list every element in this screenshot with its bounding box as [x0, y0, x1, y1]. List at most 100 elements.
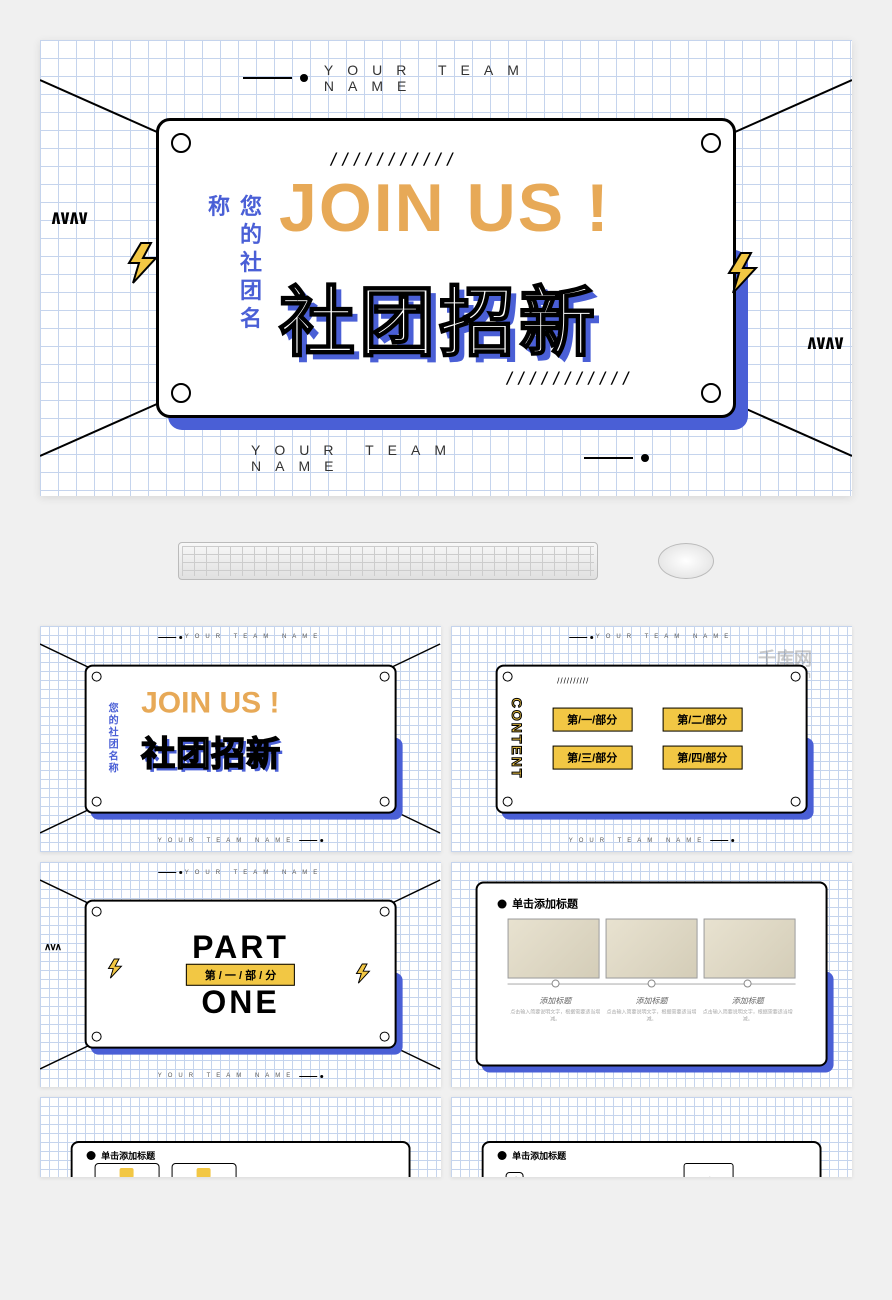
item-heading: 添加标题	[507, 996, 603, 1007]
part-bottom: ONE	[186, 987, 296, 1016]
slide-thumb-1: YOUR TEAM NAME 您的社团名称 JOIN US ! 社团招新 YOU…	[40, 626, 441, 852]
slide-thumb-4: 单击添加标题 添加标题点击输入简要说明文字，根据需要适当增减。 添加标题点击输入…	[451, 862, 852, 1088]
part-chip: 第 / 一 / 部 / 分	[186, 963, 296, 985]
item-desc: 点击输入简要说明文字，根据需要适当增减。	[507, 1009, 603, 1023]
content-item: 第/三/部分	[552, 746, 632, 770]
desc-text: 点击输入简要说明文字，根据需要适当增减。	[543, 1176, 663, 1177]
panel-cropped: 单击添加标题 ✓ 点击输入简要说明文字，根据需要适当增减。 添加标题	[481, 1141, 822, 1177]
header-bar: YOUR TEAM NAME	[243, 62, 649, 94]
main-title: JOIN US !	[279, 169, 611, 247]
part-title: PART 第 / 一 / 部 / 分 ONE	[186, 933, 296, 1017]
footer-mini: YOUR TEAM NAME	[158, 1073, 324, 1079]
header-mini-text: YOUR TEAM NAME	[185, 870, 324, 876]
panel: 您的社团名称 JOIN US ! 社团招新	[84, 664, 397, 813]
footer-bar: YOUR TEAM NAME	[243, 442, 649, 474]
footer-dot	[641, 454, 649, 462]
content-card: 添加标题	[94, 1163, 159, 1177]
timeline-images	[507, 919, 796, 979]
main-panel-wrap: /////////// /////////// 您的社团名称 JOIN US !…	[156, 118, 736, 418]
slide-thumb-3: YOUR TEAM NAME ∧∨∧ PART 第 / 一 / 部 / 分 ON…	[40, 862, 441, 1088]
item-desc: 点击输入简要说明文字，根据需要适当增减。	[603, 1009, 699, 1023]
slide-thumb-5: 单击添加标题 添加标题 添加标题	[40, 1097, 441, 1177]
lightning-icon	[353, 962, 377, 986]
header-mini-text: YOUR TEAM NAME	[185, 634, 324, 640]
header-mini-text: YOUR TEAM NAME	[596, 634, 735, 640]
peripheral-row	[40, 526, 852, 596]
item-heading: 添加标题	[700, 996, 796, 1007]
content-item: 第/四/部分	[662, 746, 742, 770]
zigzag-decoration: ∧∨∧∨	[50, 205, 86, 229]
header-dot	[300, 74, 308, 82]
slide-title: 单击添加标题	[512, 1149, 566, 1162]
hatch-decoration: ///////////	[329, 149, 457, 168]
panel: 单击添加标题 添加标题点击输入简要说明文字，根据需要适当增减。 添加标题点击输入…	[475, 882, 828, 1067]
footer-mini-text: YOUR TEAM NAME	[569, 838, 708, 844]
corner-ring	[701, 133, 721, 153]
content-label: CONTENT	[509, 698, 525, 780]
placeholder-image	[704, 919, 796, 979]
title-dot	[86, 1151, 95, 1160]
footer-mini-text: YOUR TEAM NAME	[158, 838, 297, 844]
footer-mini: YOUR TEAM NAME	[158, 838, 324, 844]
placeholder-image	[605, 919, 697, 979]
header-line-left	[243, 77, 292, 79]
side-box-label: 添加标题	[694, 1176, 722, 1178]
header-mini: YOUR TEAM NAME	[158, 634, 324, 640]
slide-thumb-6: 单击添加标题 ✓ 点击输入简要说明文字，根据需要适当增减。 添加标题	[451, 1097, 852, 1177]
check-icon: ✓	[505, 1172, 523, 1178]
header-mini: YOUR TEAM NAME	[158, 870, 324, 876]
keyboard-icon	[178, 542, 598, 580]
thumbnail-grid: YOUR TEAM NAME 您的社团名称 JOIN US ! 社团招新 YOU…	[40, 626, 852, 1087]
sub-title: 社团招新	[279, 261, 599, 371]
footer-mini-text: YOUR TEAM NAME	[158, 1073, 297, 1079]
hatch-decoration: //////////	[557, 676, 589, 685]
content-item: 第/二/部分	[662, 708, 742, 732]
panel-cropped: 单击添加标题 添加标题 添加标题	[70, 1141, 411, 1177]
panel: PART 第 / 一 / 部 / 分 ONE	[84, 900, 397, 1049]
item-heading: 添加标题	[603, 996, 699, 1007]
corner-ring	[701, 383, 721, 403]
panel-wrap: 您的社团名称 JOIN US ! 社团招新	[84, 664, 397, 813]
header-mini: YOUR TEAM NAME	[569, 634, 735, 640]
footer-mini: YOUR TEAM NAME	[569, 838, 735, 844]
bottom-row: 单击添加标题 添加标题 添加标题 单击添加标题 ✓ 点击输入简要说明文字，根据需…	[40, 1097, 852, 1177]
lightning-icon	[104, 957, 128, 981]
card-row: 添加标题 添加标题	[94, 1163, 236, 1177]
title-dot	[497, 1151, 506, 1160]
header-text: YOUR TEAM NAME	[316, 62, 649, 94]
lightning-icon	[121, 238, 171, 288]
content-card: 添加标题	[171, 1163, 236, 1177]
subtitle: 社团招新	[141, 726, 281, 775]
item-desc: 点击输入简要说明文字，根据需要适当增减。	[700, 1009, 796, 1023]
content-item: 第/一/部分	[552, 708, 632, 732]
side-label: 您的社团名称	[201, 195, 265, 342]
zigzag-decoration: ∧∨∧∨	[806, 330, 842, 354]
desc-area: 点击输入简要说明文字，根据需要适当增减。	[543, 1176, 663, 1177]
slide-title: 单击添加标题	[101, 1149, 155, 1162]
zigzag-decoration: ∧∨∧	[44, 942, 60, 953]
slide-title: 单击添加标题	[512, 896, 578, 912]
timeline-nodes	[507, 980, 796, 988]
panel-wrap: PART 第 / 一 / 部 / 分 ONE	[84, 900, 397, 1049]
slide-title-bar: 单击添加标题	[497, 896, 578, 912]
content-grid: 第/一/部分 第/二/部分 第/三/部分 第/四/部分	[552, 708, 742, 770]
panel: ////////// CONTENT 第/一/部分 第/二/部分 第/三/部分 …	[495, 664, 808, 813]
lightning-icon	[721, 248, 771, 298]
mouse-icon	[658, 543, 714, 579]
title: JOIN US !	[141, 686, 279, 720]
footer-line	[584, 457, 633, 459]
slide-title-bar: 单击添加标题	[86, 1149, 155, 1162]
side-box: 添加标题	[683, 1163, 733, 1177]
item-row: ✓ 点击输入简要说明文字，根据需要适当增减。 添加标题	[505, 1163, 733, 1177]
panel-wrap: 单击添加标题 添加标题点击输入简要说明文字，根据需要适当增减。 添加标题点击输入…	[475, 882, 828, 1067]
side-label: 您的社团名称	[104, 703, 119, 775]
main-panel: /////////// /////////// 您的社团名称 JOIN US !…	[156, 118, 736, 418]
part-top: PART	[186, 933, 296, 962]
timeline-labels: 添加标题点击输入简要说明文字，根据需要适当增减。 添加标题点击输入简要说明文字，…	[507, 996, 796, 1023]
title-dot	[497, 899, 506, 908]
slide-thumb-2: 千库网 588ku.com YOUR TEAM NAME ////////// …	[451, 626, 852, 852]
corner-ring	[171, 133, 191, 153]
placeholder-image	[507, 919, 599, 979]
footer-text: YOUR TEAM NAME	[243, 442, 576, 474]
main-slide: YOUR TEAM NAME ∧∨∧∨ ∧∨∧∨ /////////// ///…	[40, 40, 852, 496]
